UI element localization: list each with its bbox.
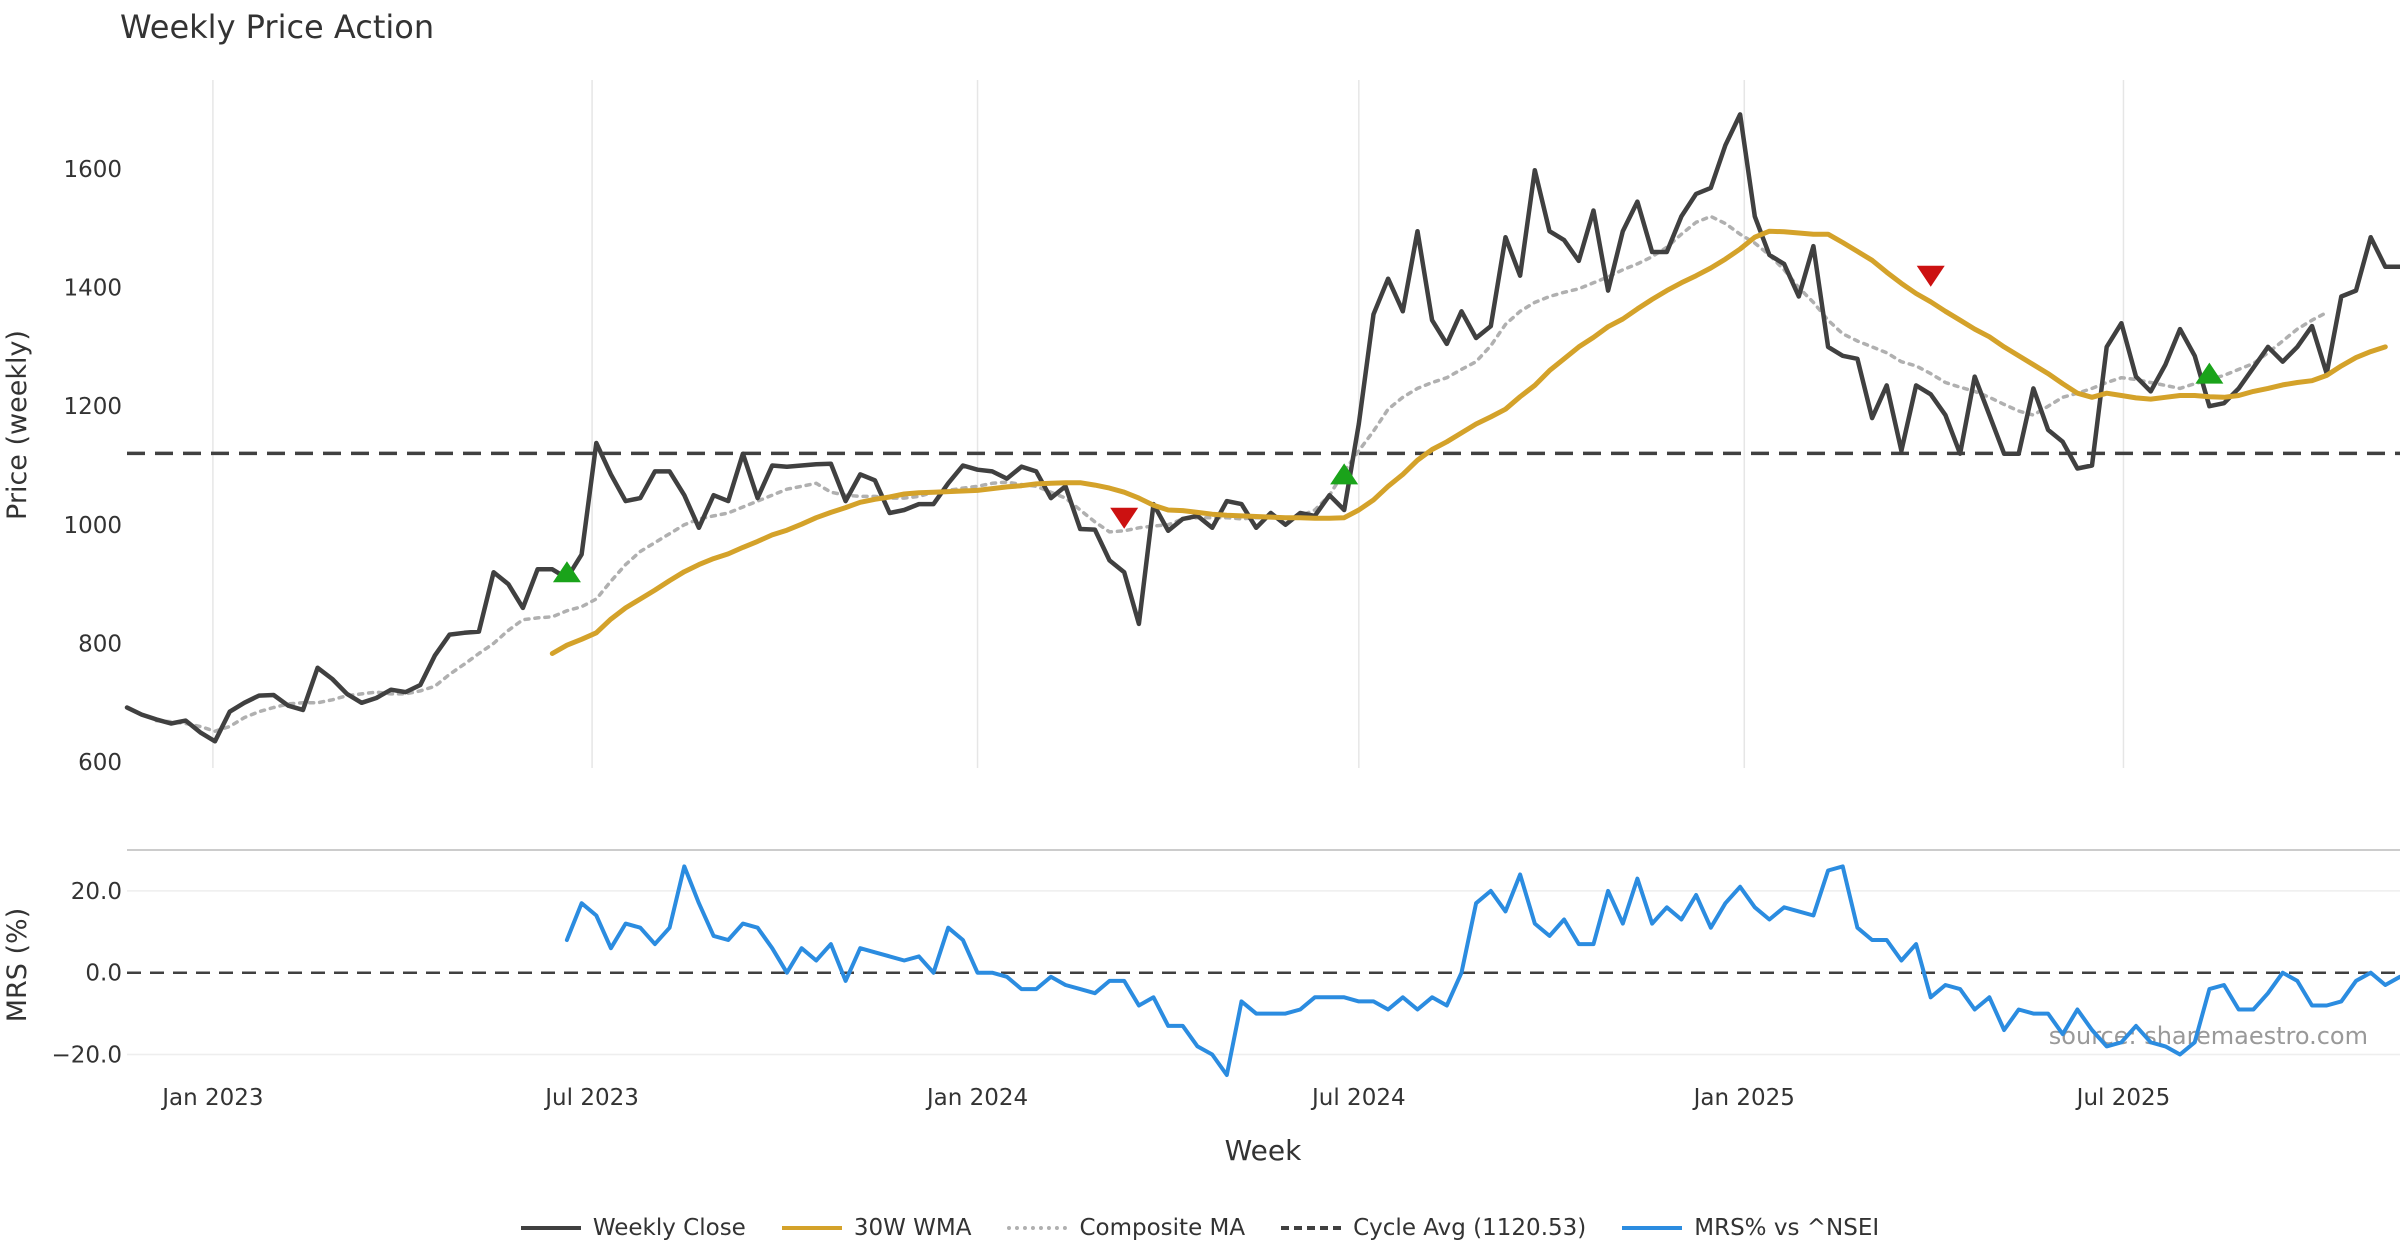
chart-title: Weekly Price Action [120,8,434,46]
mrs-y-axis-label: MRS (%) [2,908,33,1023]
x-axis-label: Week [1225,1134,1302,1167]
mrs-y-tick-label: 0.0 [85,961,122,987]
buy-signal-marker [2195,362,2224,384]
x-tick-label: Jan 2023 [160,1085,263,1111]
mrs-line [564,864,2400,1077]
chart-root: Weekly Price Action Price (weekly) MRS (… [2,8,2400,1167]
watermark: source: sharemaestro.com [2049,1022,2368,1050]
price-y-tick-label: 800 [78,631,122,657]
legend-swatch [520,1226,581,1230]
legend: Weekly Close 30W WMA Composite MA Cycle Avg… [0,1200,2400,1256]
legend-label: MRS% vs ^NSEI [1694,1215,1880,1241]
composite-ma-line [154,214,2329,733]
price-y-tick-label: 600 [78,750,122,776]
legend-label: Weekly Close [592,1215,746,1241]
x-tick-label: Jul 2024 [1310,1085,1406,1111]
x-tick-label: Jul 2023 [543,1085,639,1111]
mrs-y-tick-label: 20.0 [71,879,122,905]
buy-signal-marker [552,561,581,583]
legend-item: Cycle Avg (1120.53) [1281,1215,1586,1241]
price-y-tick-label: 1600 [63,157,122,183]
legend-swatch [1007,1226,1068,1230]
weekly-close-line [124,112,2400,744]
price-y-axis-label: Price (weekly) [2,330,33,520]
x-tick-label: Jan 2025 [1692,1085,1795,1111]
sell-signal-marker [1916,265,1945,287]
legend-swatch [1281,1226,1342,1230]
mrs-y-tick-label: −20.0 [52,1043,122,1069]
price-panel: 600 800 1000 1200 1400 1600 [63,80,2400,776]
buy-signal-marker [1330,463,1359,485]
legend-label: Cycle Avg (1120.53) [1353,1215,1587,1241]
sell-signal-marker [1110,507,1139,529]
legend-item: 30W WMA [781,1215,972,1241]
legend-item: MRS% vs ^NSEI [1622,1215,1879,1241]
legend-label: 30W WMA [853,1215,972,1241]
price-y-tick-label: 1200 [63,394,122,420]
price-y-tick-label: 1400 [63,276,122,302]
legend-item: Weekly Close [520,1215,746,1241]
legend-swatch [1622,1226,1683,1230]
x-tick-label: Jan 2024 [925,1085,1028,1111]
legend-item: Composite MA [1007,1215,1245,1241]
price-y-tick-label: 1000 [63,513,122,539]
mrs-panel: 20.0 0.0 −20.0 Jan 2023 Jul 2023 Jan 2024 Jul … [52,849,2400,1111]
legend-swatch [781,1226,842,1230]
wma-30w-line [549,228,2388,656]
x-tick-label: Jul 2025 [2075,1085,2171,1111]
legend-label: Composite MA [1079,1215,1246,1241]
